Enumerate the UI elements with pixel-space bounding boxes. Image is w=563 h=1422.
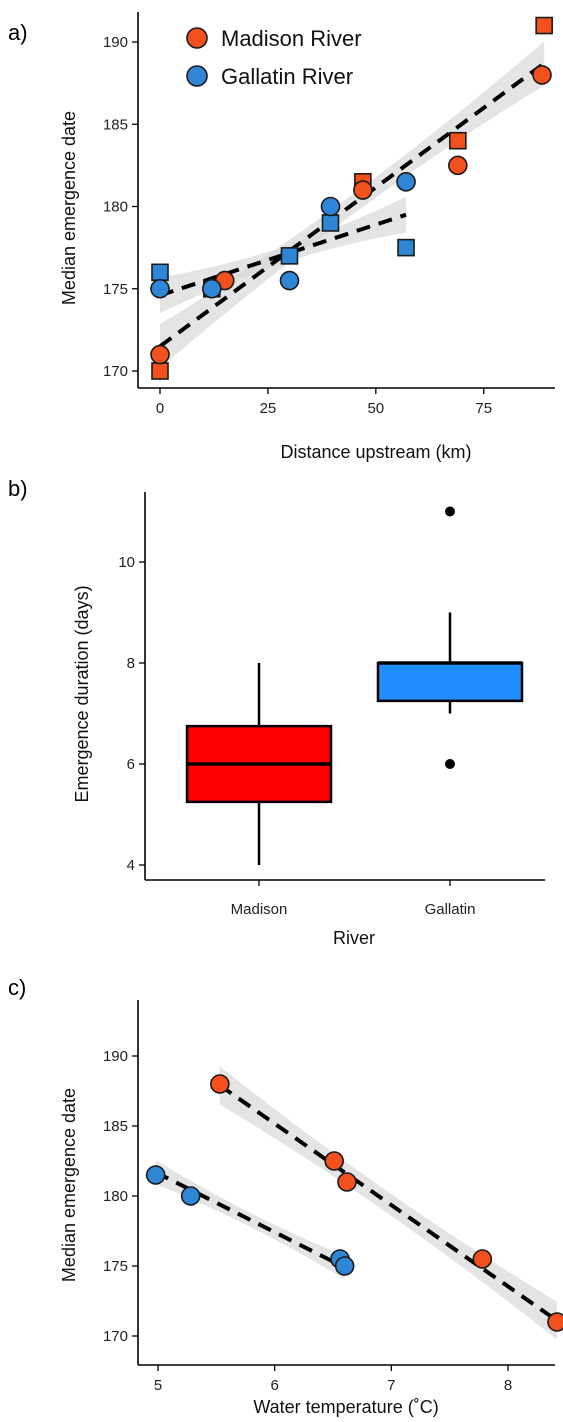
panel-b-ytick-label: 8 (127, 655, 135, 672)
panel-c-y-title: Median emergence date (59, 1088, 79, 1282)
gallatin-circle-point (279, 270, 300, 291)
panel-a-x-title: Distance upstream (km) (280, 442, 471, 462)
gallatin-distance-fit-line (159, 212, 407, 298)
panel-c-ytick-label: 190 (103, 1048, 128, 1065)
panel-c-xtick-label: 7 (387, 1377, 395, 1394)
panel-a-label: a) (8, 20, 28, 45)
panel-a-ytick-label: 190 (103, 34, 128, 51)
panel-b-y-ticks: 4 6 8 10 (118, 554, 145, 874)
panel-a-legend: Madison River Gallatin River (186, 26, 362, 89)
gallatin-square-point (151, 263, 169, 282)
panel-b-ytick-label: 6 (127, 756, 135, 773)
panel-a-xtick-label: 0 (156, 400, 164, 417)
panel-c-ytick-label: 175 (103, 1258, 128, 1275)
panel-b-x-title: River (333, 928, 375, 948)
madison-circle-point (532, 65, 552, 85)
panel-a-xtick-label: 75 (475, 400, 492, 417)
panel-a-ytick-label: 175 (103, 281, 128, 298)
madison-temperature-band (219, 1066, 558, 1340)
panel-c-label: c) (8, 975, 26, 1000)
panel-c-xtick-label: 6 (270, 1377, 278, 1394)
panel-a-xtick-label: 50 (367, 400, 384, 417)
panel-c-xtick-label: 5 (154, 1377, 162, 1394)
panel-b-xtick-label: Gallatin (425, 901, 476, 918)
madison-square-point (151, 362, 169, 380)
gallatin-square-point (397, 238, 415, 257)
panel-b-ytick-label: 10 (118, 554, 135, 571)
legend-gallatin-marker (186, 65, 208, 87)
gallatin-circle-point (320, 196, 341, 217)
panel-a-distance-scatter: a) 170 175 180 185 190 0 25 50 75 Distance upst… (8, 12, 555, 462)
panel-b-label: b) (8, 476, 28, 501)
gallatin-square-point (321, 214, 340, 232)
madison-temperature-point (547, 1312, 563, 1332)
madison-temperature-point (337, 1172, 357, 1192)
panel-a-y-title: Median emergence date (59, 111, 79, 305)
panel-c-x-title: Water temperature (˚C) (253, 1397, 438, 1417)
gallatin-outlier-point (445, 759, 455, 769)
madison-square-point (449, 131, 467, 150)
madison-temperature-point (472, 1249, 493, 1269)
panel-b-duration-boxplot: b) 4 6 8 10 Madison Gallatin River Emergence… (8, 476, 545, 948)
madison-circle-point (150, 344, 170, 365)
panel-c-temperature-scatter: c) 170 175 180 185 190 5 6 7 8 Water temperatur… (8, 975, 563, 1417)
madison-distance-fit-line (158, 61, 546, 348)
gallatin-circle-point (396, 172, 416, 192)
madison-circle-point (448, 155, 468, 176)
panel-b-y-title: Emergence duration (days) (72, 585, 92, 802)
panel-b-boxes (185, 506, 524, 865)
panel-c-ytick-label: 180 (103, 1188, 128, 1205)
panel-a-fit-lines (158, 61, 546, 348)
panel-c-y-ticks: 170 175 180 185 190 (103, 1048, 138, 1345)
gallatin-box (376, 661, 524, 703)
gallatin-temperature-point (334, 1256, 355, 1276)
legend-gallatin-label: Gallatin River (221, 64, 353, 89)
gallatin-temperature-point (180, 1186, 201, 1206)
madison-square-point (535, 16, 553, 35)
panel-c-xtick-label: 8 (504, 1377, 512, 1394)
panel-c-ytick-label: 185 (103, 1118, 128, 1135)
panel-b-x-ticks: Madison Gallatin (231, 880, 476, 918)
gallatin-temperature-point (145, 1165, 166, 1185)
gallatin-outlier-point (445, 506, 455, 517)
panel-a-points (150, 16, 553, 380)
legend-madison-label: Madison River (221, 26, 362, 51)
madison-temperature-point (210, 1074, 230, 1094)
panel-a-ytick-label: 180 (103, 199, 128, 216)
panel-a-y-ticks: 170 175 180 185 190 (103, 34, 138, 380)
panel-a-ytick-label: 170 (103, 363, 128, 380)
gallatin-square-point (280, 247, 299, 265)
panel-a-xtick-label: 25 (260, 400, 277, 417)
panel-a-ytick-label: 185 (103, 116, 128, 133)
madison-circle-point (353, 180, 373, 200)
panel-b-xtick-label: Madison (231, 901, 288, 918)
legend-madison-marker (186, 27, 208, 49)
panel-c-confidence-bands (155, 1066, 558, 1340)
panel-b-ytick-label: 4 (127, 857, 135, 874)
gallatin-circle-point (150, 278, 170, 299)
madison-temperature-point (324, 1151, 344, 1171)
gallatin-circle-point (201, 278, 222, 299)
panel-c-points (145, 1074, 563, 1332)
panel-a-x-ticks: 0 25 50 75 (156, 388, 492, 417)
panel-c-x-ticks: 5 6 7 8 (154, 1365, 512, 1394)
panel-c-ytick-label: 170 (103, 1328, 128, 1345)
